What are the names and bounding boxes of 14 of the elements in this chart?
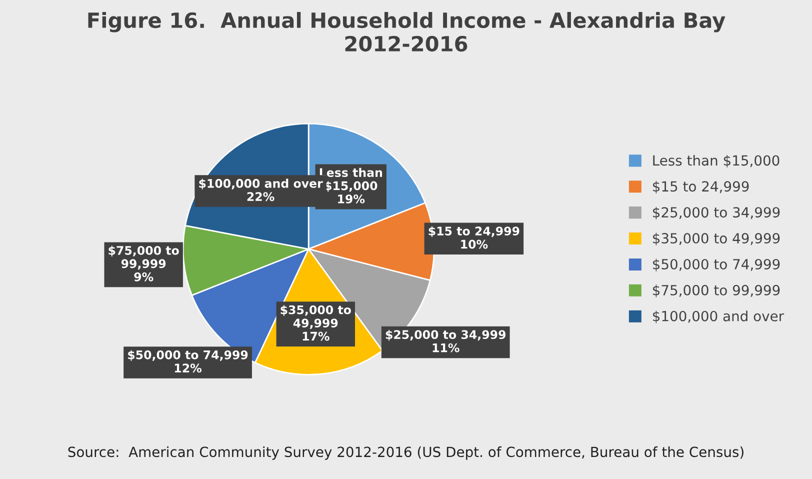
legend-label: $75,000 to 99,999 bbox=[652, 284, 780, 298]
legend-label: $100,000 and over bbox=[652, 310, 784, 324]
legend-label: $15 to 24,999 bbox=[652, 180, 749, 194]
source-note: Source: American Community Survey 2012-2016 (US Dept. of Commerce, Bureau of the Census) bbox=[68, 446, 744, 460]
chart-title: Figure 16. Annual Household Income - Alexandria Bay 2012-2016 bbox=[88, 12, 726, 52]
data-label: $15 to 24,999 10% bbox=[428, 226, 520, 249]
data-label: $75,000 to 99,999 9% bbox=[108, 246, 179, 282]
legend-label: Less than $15,000 bbox=[653, 154, 780, 168]
legend-label: $50,000 to 74,999 bbox=[652, 258, 780, 272]
data-label: $25,000 to 34,999 11% bbox=[386, 330, 506, 352]
legend-label: $35,000 to 49,999 bbox=[652, 232, 780, 246]
data-label: $35,000 to 49,999 17% bbox=[280, 305, 351, 341]
legend-label: $25,000 to 34,999 bbox=[652, 206, 780, 220]
data-label: $50,000 to 74,999 12% bbox=[128, 350, 248, 373]
